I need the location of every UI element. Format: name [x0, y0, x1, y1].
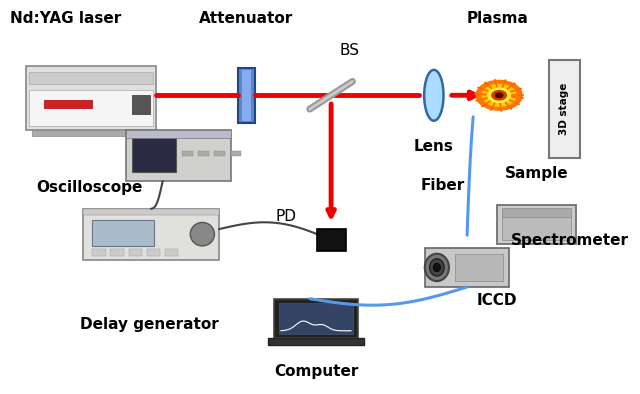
FancyBboxPatch shape	[230, 151, 241, 156]
Text: Plasma: Plasma	[467, 11, 528, 26]
FancyBboxPatch shape	[125, 130, 232, 138]
Text: PD: PD	[275, 209, 296, 224]
Text: ICCD: ICCD	[477, 293, 518, 308]
Text: Fiber: Fiber	[420, 178, 465, 193]
Text: BS: BS	[339, 43, 359, 58]
FancyBboxPatch shape	[92, 221, 154, 246]
Text: Lens: Lens	[414, 139, 454, 154]
FancyBboxPatch shape	[29, 72, 153, 84]
Circle shape	[488, 88, 510, 102]
Text: Spectrometer: Spectrometer	[511, 232, 629, 247]
FancyBboxPatch shape	[92, 249, 106, 256]
Circle shape	[495, 93, 503, 98]
Circle shape	[496, 93, 502, 97]
Ellipse shape	[429, 259, 444, 276]
Ellipse shape	[425, 254, 449, 281]
Text: 3D stage: 3D stage	[559, 83, 570, 135]
FancyBboxPatch shape	[317, 229, 346, 251]
Circle shape	[482, 84, 516, 106]
Text: Sample: Sample	[505, 166, 568, 181]
FancyBboxPatch shape	[242, 70, 252, 121]
FancyBboxPatch shape	[26, 66, 156, 130]
FancyBboxPatch shape	[129, 249, 142, 256]
FancyBboxPatch shape	[274, 299, 358, 338]
Text: Computer: Computer	[274, 364, 358, 379]
FancyBboxPatch shape	[83, 209, 220, 215]
Circle shape	[493, 91, 505, 99]
Text: Oscilloscope: Oscilloscope	[36, 180, 143, 195]
Text: Delay generator: Delay generator	[81, 317, 219, 332]
FancyBboxPatch shape	[502, 208, 571, 217]
FancyBboxPatch shape	[278, 303, 353, 334]
FancyBboxPatch shape	[425, 248, 509, 287]
Text: Nd:YAG laser: Nd:YAG laser	[10, 11, 121, 26]
Circle shape	[476, 80, 522, 110]
FancyBboxPatch shape	[214, 151, 225, 156]
FancyBboxPatch shape	[44, 100, 92, 108]
FancyBboxPatch shape	[29, 90, 153, 126]
FancyBboxPatch shape	[268, 338, 364, 345]
FancyBboxPatch shape	[238, 68, 255, 123]
FancyBboxPatch shape	[198, 151, 209, 156]
FancyBboxPatch shape	[111, 249, 124, 256]
FancyBboxPatch shape	[502, 215, 571, 240]
FancyBboxPatch shape	[132, 95, 150, 114]
FancyBboxPatch shape	[32, 130, 150, 136]
Ellipse shape	[433, 263, 440, 272]
FancyBboxPatch shape	[83, 209, 220, 260]
FancyBboxPatch shape	[165, 249, 178, 256]
FancyBboxPatch shape	[182, 151, 193, 156]
FancyBboxPatch shape	[497, 205, 576, 244]
Ellipse shape	[190, 223, 214, 246]
Text: Attenuator: Attenuator	[199, 11, 294, 26]
FancyBboxPatch shape	[455, 254, 504, 281]
FancyBboxPatch shape	[125, 130, 232, 181]
FancyBboxPatch shape	[147, 249, 160, 256]
FancyBboxPatch shape	[132, 136, 176, 171]
Ellipse shape	[424, 70, 444, 121]
Circle shape	[492, 91, 506, 100]
FancyBboxPatch shape	[548, 60, 580, 158]
